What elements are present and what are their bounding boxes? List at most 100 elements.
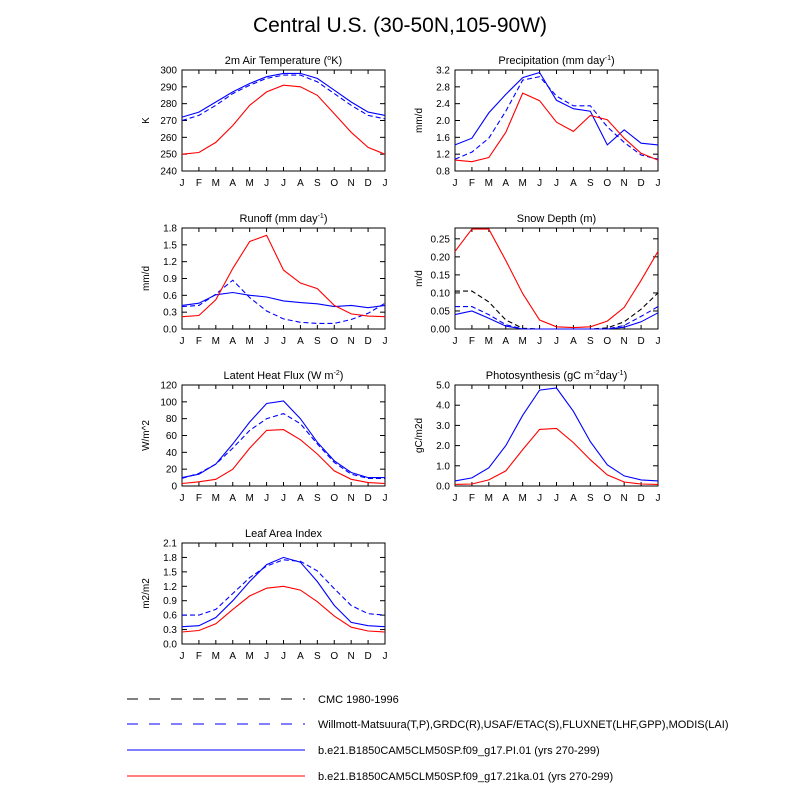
x-tick-label: A	[502, 493, 509, 504]
y-tick-label: 20	[166, 465, 178, 476]
y-tick-label: 250	[160, 150, 177, 161]
x-tick-label: N	[348, 336, 355, 347]
x-tick-label: N	[348, 178, 355, 189]
x-tick-label: A	[297, 178, 304, 189]
y-axis-label: m/d	[414, 270, 425, 287]
series-line-2	[181, 413, 385, 479]
y-tick-label: 2.1	[163, 539, 177, 550]
y-tick-label: 0.15	[431, 270, 451, 281]
x-tick-label: D	[364, 336, 371, 347]
x-tick-label: O	[330, 493, 338, 504]
panel-title: Snow Depth (m)	[517, 213, 596, 225]
y-tick-label: 60	[166, 431, 178, 442]
legend-label-3: b.e21.B1850CAM5CLM50SP.f09_g17.PI.01 (yr…	[318, 745, 600, 757]
plot-frame	[454, 69, 659, 172]
x-tick-label: J	[453, 178, 458, 189]
series-line-2	[454, 427, 659, 485]
y-tick-label: 100	[160, 397, 177, 408]
y-tick-label: 0.0	[436, 482, 450, 493]
x-tick-label: A	[229, 493, 236, 504]
y-tick-label: 0.6	[163, 611, 177, 622]
series-line-2	[181, 74, 386, 122]
x-tick-label: M	[212, 336, 220, 347]
y-tick-label: 2.0	[436, 441, 450, 452]
x-tick-label: F	[196, 178, 202, 189]
x-tick-label: S	[314, 178, 321, 189]
x-tick-label: M	[212, 651, 220, 662]
x-tick-label: M	[518, 493, 526, 504]
x-tick-label: M	[212, 493, 220, 504]
y-tick-label: 0.3	[163, 625, 177, 636]
plot-frame	[454, 227, 659, 330]
series-line-2	[454, 76, 659, 160]
panel-title: Leaf Area Index	[245, 528, 323, 540]
x-tick-label: J	[264, 178, 269, 189]
x-tick-label: J	[383, 651, 388, 662]
x-tick-label: J	[264, 336, 269, 347]
x-tick-label: A	[570, 336, 577, 347]
x-tick-label: J	[656, 493, 661, 504]
series-line-1	[181, 556, 386, 628]
y-tick-label: 0.0	[163, 640, 177, 651]
y-tick-label: 0.9	[163, 274, 177, 285]
x-tick-label: F	[469, 178, 475, 189]
y-tick-label: 3.0	[436, 421, 450, 432]
series-line-1	[454, 71, 659, 146]
y-tick-label: 0.0	[163, 325, 177, 336]
x-tick-label: N	[348, 651, 355, 662]
x-tick-label: M	[485, 178, 493, 189]
y-tick-label: 300	[160, 66, 177, 77]
series-line-2	[181, 279, 386, 324]
y-tick-label: 0.8	[436, 167, 450, 178]
x-tick-label: J	[554, 336, 559, 347]
x-tick-label: S	[587, 178, 594, 189]
series-line-4	[454, 228, 659, 329]
x-tick-label: J	[281, 178, 286, 189]
y-tick-label: 1.8	[163, 224, 177, 235]
y-tick-label: 0.6	[163, 291, 177, 302]
x-tick-label: F	[469, 493, 475, 504]
y-tick-label: 40	[166, 448, 178, 459]
legend-label-1: CMC 1980-1996	[318, 694, 399, 706]
x-tick-label: D	[637, 493, 644, 504]
x-tick-label: S	[587, 493, 594, 504]
x-tick-label: J	[554, 493, 559, 504]
x-tick-label: N	[621, 493, 628, 504]
x-tick-label: J	[281, 651, 286, 662]
x-tick-label: J	[383, 178, 388, 189]
x-tick-label: S	[314, 651, 321, 662]
x-tick-label: N	[621, 178, 628, 189]
y-tick-label: 0.3	[163, 308, 177, 319]
x-tick-label: J	[656, 178, 661, 189]
y-tick-label: 120	[160, 381, 177, 392]
x-tick-label: A	[229, 178, 236, 189]
y-axis-label: mm/d	[414, 108, 425, 133]
x-tick-label: A	[229, 651, 236, 662]
y-tick-label: 1.6	[436, 133, 450, 144]
x-tick-label: J	[180, 336, 185, 347]
x-tick-label: A	[570, 493, 577, 504]
x-tick-label: O	[330, 336, 338, 347]
x-tick-label: F	[196, 336, 202, 347]
series-line-2	[182, 559, 386, 616]
panel-6: Photosynthesis (gC m-2day-1)J F M A M J J A S O N D…	[414, 370, 661, 504]
series-line-3	[181, 234, 386, 318]
x-tick-label: J	[281, 493, 286, 504]
series-line-3	[181, 84, 386, 155]
y-tick-label: 1.5	[163, 567, 177, 578]
panel-3: Runoff (mm day-1)J F M A M J J A S O N D J0.00.30.60…	[141, 213, 388, 347]
panel-title: Runoff (mm day-1)	[240, 213, 328, 225]
y-tick-label: 1.5	[163, 240, 177, 251]
y-tick-label: 1.2	[436, 150, 450, 161]
y-axis-label: gC/m2d	[414, 418, 425, 453]
y-tick-label: 1.8	[163, 553, 177, 564]
x-tick-label: D	[364, 651, 371, 662]
y-tick-label: 0.05	[431, 306, 451, 317]
panel-title: Photosynthesis (gC m-2day-1)	[486, 370, 628, 382]
y-tick-label: 2.8	[436, 82, 450, 93]
plot-frame	[181, 542, 386, 645]
x-tick-label: M	[485, 336, 493, 347]
x-tick-label: M	[245, 651, 253, 662]
x-tick-label: F	[196, 493, 202, 504]
